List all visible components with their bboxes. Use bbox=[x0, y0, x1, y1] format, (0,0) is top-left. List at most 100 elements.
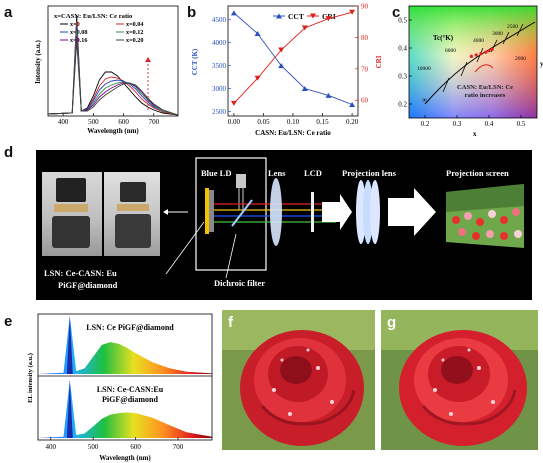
device-photo-1 bbox=[42, 172, 102, 256]
x-axis-label: x bbox=[473, 130, 477, 138]
x-tick-label: 600 bbox=[130, 443, 141, 451]
y-tick-label-left: 3500 bbox=[212, 62, 227, 70]
diamond-plate bbox=[209, 190, 214, 232]
y-tick-label-left: 4000 bbox=[212, 39, 227, 47]
x-axis-label: Wavelength (nm) bbox=[87, 127, 139, 135]
x-tick-label: 500 bbox=[88, 443, 99, 451]
x-tick-label: 0.2 bbox=[421, 120, 430, 128]
data-point-cri bbox=[230, 100, 237, 106]
chromaticity-point bbox=[469, 54, 473, 59]
legend-entry: x=0.12 bbox=[126, 29, 143, 36]
dichroic-filter bbox=[231, 199, 253, 227]
series-line bbox=[47, 40, 179, 116]
temp-label-infinity: ∞ bbox=[422, 96, 427, 104]
data-point-cri bbox=[301, 25, 308, 31]
plot-frame bbox=[408, 5, 538, 119]
panel-letter-b: b bbox=[187, 4, 197, 21]
legend-entry: x=0 bbox=[70, 21, 80, 28]
chart-panel-b: CCT CRI 2500 3000 3500 4000 4500 60 70 80 90 0.00… bbox=[191, 2, 383, 137]
temp-label-2000: 2000 bbox=[515, 56, 526, 62]
data-point-cri bbox=[254, 75, 261, 81]
phosphor-plate bbox=[205, 188, 209, 234]
x-tick-label: 0.3 bbox=[453, 120, 462, 128]
lcd bbox=[311, 192, 314, 232]
arrow-to-projection-lens bbox=[322, 194, 352, 230]
legend-cct: CCT bbox=[288, 12, 304, 21]
device-photo-2 bbox=[104, 172, 160, 256]
series-line bbox=[47, 25, 179, 116]
legend-cct-marker bbox=[276, 13, 282, 19]
chromaticity-point bbox=[487, 49, 491, 53]
legend-entry: x=0.16 bbox=[70, 37, 87, 44]
label-dichroic-filter: Dichroic filter bbox=[214, 278, 266, 288]
optical-diagram bbox=[163, 157, 524, 279]
y-axis-label-right: CRI bbox=[375, 55, 383, 68]
y-tick-label: 0.3 bbox=[398, 72, 407, 80]
x-tick-label: 0.10 bbox=[287, 118, 300, 126]
spectrum-fill bbox=[38, 316, 212, 374]
legend-title: x=CASN: Eu/LSN: Ce ratio bbox=[54, 13, 133, 20]
axis-ticks: 0.2 0.3 0.4 0.5 0.2 0.3 0.4 0.5 bbox=[398, 16, 526, 128]
rose-photo-g bbox=[381, 310, 538, 450]
panel-letter-c: c bbox=[392, 4, 401, 21]
chart-panel-c: Tc(°K) 10000 6000 4000 3000 2500 2000 ∞ … bbox=[398, 5, 543, 138]
plot-frame bbox=[37, 313, 213, 441]
chart-panel-a: x=CASN: Eu/LSN: Ce ratio x=0 x=0.04 x=0.08… bbox=[34, 5, 179, 135]
tc-label: Tc(°K) bbox=[433, 34, 454, 42]
y-tick-label-right: 80 bbox=[361, 34, 369, 42]
series-group bbox=[47, 15, 179, 116]
projection-lens-3 bbox=[370, 180, 380, 244]
panel-letter-e: e bbox=[4, 313, 13, 330]
panel-letter-a: a bbox=[4, 4, 13, 21]
y-tick-label-right: 70 bbox=[361, 65, 369, 73]
data-point-cct bbox=[301, 86, 308, 91]
series-line-cct bbox=[233, 12, 353, 105]
y-axis-label: EL intensity (a.u.) bbox=[27, 353, 34, 403]
series-line-cri bbox=[233, 11, 353, 104]
x-tick-label: 700 bbox=[173, 443, 184, 451]
blue-peak bbox=[66, 380, 73, 438]
x-tick-label: 0.5 bbox=[517, 120, 526, 128]
annotation-line2: ratio increases bbox=[465, 92, 506, 99]
label-projection-lens: Projection lens bbox=[342, 168, 396, 178]
chart-panel-e: LSN: Ce PiGF@diamond LSN: Ce-CASN:Eu PiG… bbox=[27, 313, 213, 462]
blue-ld-box bbox=[195, 157, 267, 271]
y-tick-label-right: 90 bbox=[361, 2, 369, 10]
y-axis-label: Intensity (a.u.) bbox=[34, 39, 42, 83]
x-tick-label: 0.20 bbox=[346, 118, 359, 126]
data-point-cri bbox=[278, 47, 285, 53]
y-axis-label-left: CCT (K) bbox=[191, 48, 199, 75]
panel-letter-g: g bbox=[387, 314, 397, 331]
data-point-cct bbox=[254, 31, 261, 36]
projection-system-panel: Blue LD Lens LCD Projection lens Project… bbox=[36, 150, 532, 300]
legend-entry: x=0.20 bbox=[126, 37, 143, 44]
panel-letter-d: d bbox=[4, 144, 14, 161]
series-line bbox=[47, 15, 179, 116]
y-tick-label-left: 2500 bbox=[212, 108, 227, 116]
temp-label-10000: 10000 bbox=[417, 66, 431, 72]
arrow-to-screen bbox=[388, 188, 436, 236]
x-tick-label: 600 bbox=[118, 118, 129, 126]
pointer-sample bbox=[165, 221, 205, 275]
label-top-sample: LSN: Ce PiGF@diamond bbox=[86, 323, 174, 332]
temp-label-4000: 4000 bbox=[473, 38, 484, 44]
pointer-dichroic bbox=[225, 233, 237, 279]
x-tick-label: 400 bbox=[58, 118, 69, 126]
data-point-cct bbox=[325, 92, 332, 98]
peak-arrow bbox=[145, 57, 151, 62]
x-ticks: 400 500 600 700 bbox=[45, 437, 184, 451]
temp-label-2500: 2500 bbox=[507, 24, 518, 30]
temp-label-6000: 6000 bbox=[445, 48, 456, 54]
x-axis-label: Wavelength (nm) bbox=[99, 454, 151, 462]
label-projection-screen: Projection screen bbox=[446, 168, 509, 178]
x-tick-label: 500 bbox=[88, 118, 99, 126]
data-point-cri bbox=[325, 16, 332, 22]
series-line bbox=[47, 20, 179, 116]
label-lcd: LCD bbox=[304, 168, 322, 178]
x-axis-label: CASN: Eu/LSN: Ce ratio bbox=[255, 129, 331, 137]
label-bottom-sample-line1: LSN: Ce-CASN:Eu bbox=[97, 385, 164, 394]
chromaticity-point bbox=[484, 50, 488, 54]
label-sample-line2: PiGF@diamond bbox=[58, 280, 118, 290]
temp-label-3000: 3000 bbox=[492, 31, 503, 37]
spectrum-fill bbox=[38, 380, 212, 438]
